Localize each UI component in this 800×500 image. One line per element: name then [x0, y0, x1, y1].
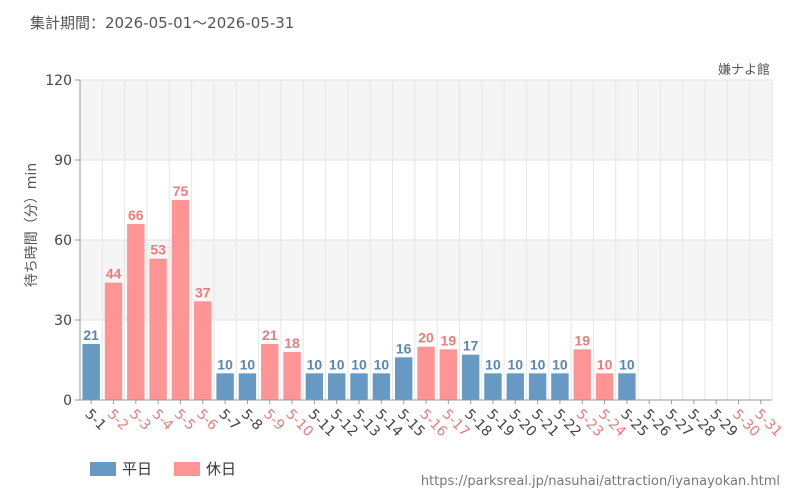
data-label: 21 [83, 327, 99, 343]
data-label: 10 [508, 356, 524, 372]
bar [171, 200, 190, 400]
bar [238, 373, 257, 400]
bar [216, 373, 234, 400]
data-label: 44 [106, 266, 122, 282]
bar [484, 373, 502, 400]
y-tick-label: 0 [63, 393, 72, 409]
bar [394, 357, 413, 400]
data-label: 10 [597, 356, 613, 372]
bar [461, 354, 480, 400]
data-label: 19 [441, 332, 457, 348]
bar [328, 373, 346, 400]
y-tick-label: 120 [45, 73, 72, 89]
axes [75, 79, 772, 404]
legend-holiday-label: 休日 [206, 460, 237, 478]
legend-holiday-swatch [174, 461, 201, 476]
data-labels: 21 44 66 53 75 37 10 10 21 18 10 10 10 10 16 20 19 17 10 10… [83, 183, 635, 372]
data-label: 10 [329, 356, 345, 372]
data-label: 37 [195, 284, 211, 300]
x-tick-label: 5-5 [171, 406, 198, 433]
source-url[interactable]: https://parksreal.jp/nasuhai/attraction/… [420, 474, 780, 489]
bar [82, 344, 100, 400]
legend-weekday-label: 平日 [122, 460, 153, 478]
x-tick-label: 5-4 [149, 406, 177, 434]
data-label: 10 [552, 356, 568, 372]
data-label: 10 [240, 356, 256, 372]
x-tick-label: 5-3 [126, 406, 153, 433]
data-label: 10 [217, 356, 233, 372]
y-tick-label: 90 [54, 153, 72, 169]
data-label: 21 [262, 327, 278, 343]
bar [573, 349, 591, 400]
x-tick-label: 5-8 [238, 406, 265, 433]
legend: 平日 休日 [90, 458, 236, 479]
bar [618, 373, 636, 400]
bar [350, 373, 368, 400]
bar [104, 282, 123, 400]
data-label: 20 [418, 330, 434, 346]
bar [595, 373, 614, 400]
data-label: 18 [284, 335, 300, 351]
bar [417, 346, 435, 400]
plot-band [80, 160, 772, 240]
legend-weekday: 平日 [90, 458, 152, 479]
bar [528, 373, 547, 400]
data-label: 10 [530, 356, 546, 372]
bar [194, 301, 212, 400]
period-label: 集計期間：2026-05-01～2026-05-31 [30, 14, 295, 32]
facility-name: 嫌ナよ館 [717, 63, 770, 78]
bar [551, 373, 569, 400]
data-label: 10 [485, 356, 501, 372]
x-tick-label: 5-6 [193, 406, 221, 434]
bar [372, 373, 391, 400]
data-label: 75 [173, 183, 189, 199]
x-tick-label: 5-1 [82, 406, 109, 433]
y-tick-label: 60 [54, 233, 72, 249]
x-tick-labels: 5-15-25-35-45-55-65-75-85-95-105-115-125… [82, 406, 785, 440]
plot-band [80, 80, 772, 160]
y-tick-labels: 0 30 60 90 120 [45, 73, 72, 409]
data-label: 19 [574, 332, 590, 348]
x-tick-label: 5-9 [260, 406, 287, 433]
data-label: 10 [619, 356, 635, 372]
data-label: 53 [150, 242, 166, 258]
bar [506, 373, 524, 400]
x-tick-label: 5-7 [215, 406, 242, 433]
legend-weekday-swatch [90, 461, 116, 476]
bars [82, 200, 636, 400]
bar [439, 349, 458, 400]
bar [149, 258, 167, 400]
data-label: 10 [351, 356, 367, 372]
bar [261, 344, 279, 400]
bar [283, 352, 301, 400]
bar [305, 373, 324, 400]
legend-holiday: 休日 [174, 458, 236, 479]
data-label: 17 [463, 338, 479, 354]
data-label: 66 [128, 207, 144, 223]
x-tick-label: 5-2 [104, 406, 131, 433]
y-tick-label: 30 [54, 313, 72, 329]
data-label: 16 [396, 340, 412, 356]
data-label: 10 [374, 356, 390, 372]
grid-lines [79, 79, 773, 401]
data-label: 10 [307, 356, 323, 372]
bar [127, 224, 145, 400]
